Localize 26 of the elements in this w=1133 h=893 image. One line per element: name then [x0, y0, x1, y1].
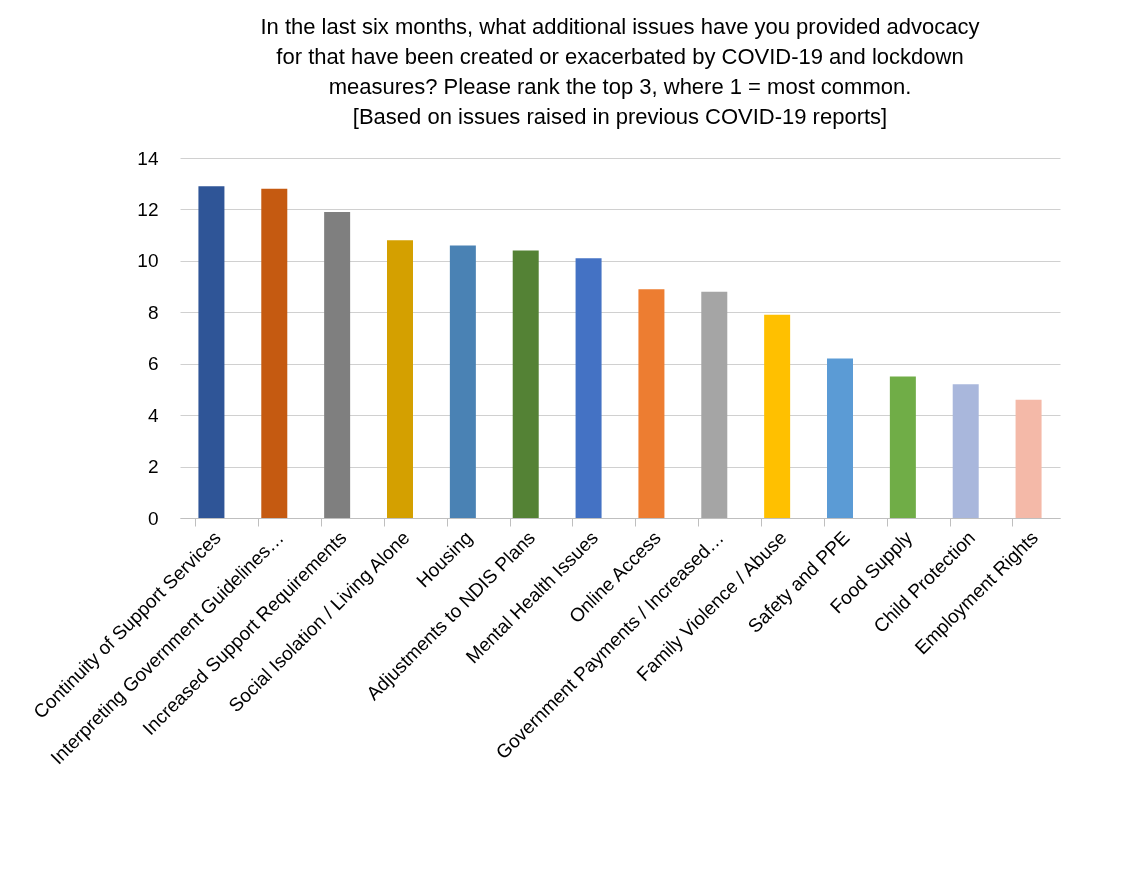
y-tick-label: 8 [147, 301, 159, 323]
text: for that have been created or exacerbated by COVID-19 and lockdown [276, 44, 964, 69]
text: [Based on issues raised in previous COVID-19 reports] [352, 104, 888, 129]
bar [889, 376, 916, 518]
bar [575, 258, 602, 518]
text: In the last six months, what additional issues have you provided advocacy [260, 14, 980, 39]
bar [512, 250, 539, 518]
y-tick-label: 6 [147, 353, 159, 375]
bar [764, 314, 791, 518]
bar [1015, 399, 1042, 518]
bar [701, 291, 728, 518]
bar [198, 186, 225, 518]
y-tick-label: 0 [147, 507, 159, 529]
bar [324, 212, 351, 518]
y-tick-label: 14 [137, 147, 159, 169]
bar [261, 188, 288, 518]
y-tick-label: 2 [147, 456, 159, 478]
y-tick-label: 10 [137, 250, 159, 272]
bar [952, 384, 979, 518]
text: measures? Please rank the top 3, where 1 = most common. [328, 74, 912, 99]
bar [827, 358, 853, 518]
bar [449, 245, 476, 518]
y-tick-label: 12 [137, 198, 159, 220]
bar [387, 240, 413, 518]
y-tick-label: 4 [147, 404, 159, 426]
bar [638, 289, 665, 518]
